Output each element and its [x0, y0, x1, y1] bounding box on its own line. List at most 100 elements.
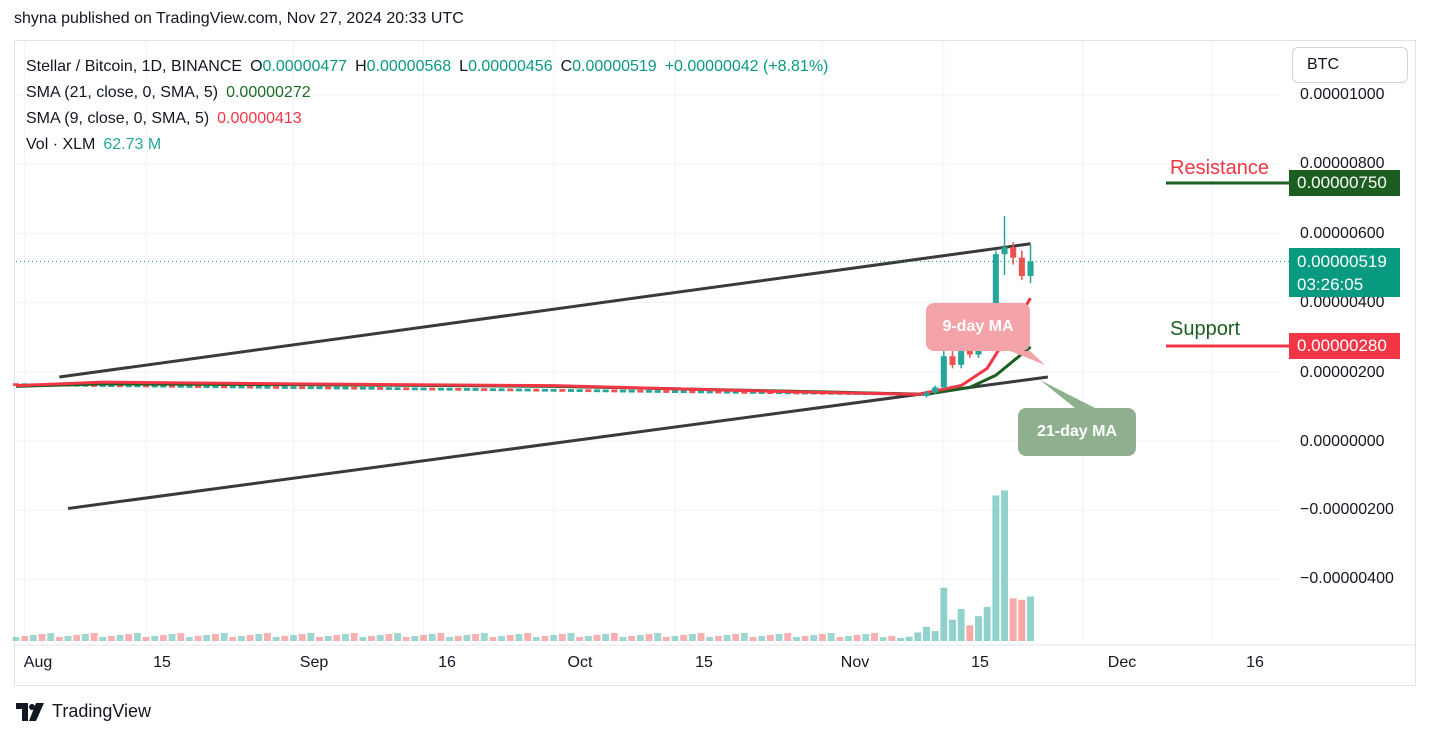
candle-body [654, 390, 661, 393]
volume-bar [931, 631, 939, 641]
candle-body [299, 386, 306, 390]
candle-body [281, 386, 288, 389]
channel-line [67, 375, 1049, 510]
ma9-callout: 9-day MA [926, 303, 1030, 351]
candle-body [273, 385, 280, 389]
tradingview-brand[interactable]: TradingView [16, 701, 151, 722]
volume-bar [472, 634, 480, 641]
candle-body [697, 390, 705, 394]
volume-bar [636, 635, 644, 641]
time-tick: Aug [23, 654, 53, 671]
volume-bar [454, 636, 462, 641]
volume-bar [740, 633, 748, 641]
candle-body [932, 387, 939, 393]
volume-bar [229, 637, 237, 641]
volume-bar [870, 633, 878, 641]
volume-bar [116, 635, 124, 641]
candle-body [1027, 261, 1034, 276]
volume-bar [810, 635, 818, 641]
volume-bar [688, 634, 696, 641]
volume-bar [376, 635, 384, 641]
volume-bar [896, 638, 904, 641]
candle-body [628, 389, 635, 393]
volume-bar [671, 636, 679, 641]
candle-body [533, 388, 540, 392]
candle-body [715, 390, 722, 394]
low-value: 0.00000456 [468, 58, 553, 75]
volume-bar [194, 636, 202, 641]
sma21-line [15, 345, 1032, 396]
volume-bar [142, 637, 150, 641]
candle-body [585, 389, 592, 393]
volume-bar [290, 635, 297, 641]
volume-bar [957, 609, 965, 641]
volume-bar [862, 634, 870, 641]
volume-bar [853, 635, 861, 641]
legend-volume-row[interactable]: Vol · XLM 62.73 M [26, 132, 828, 158]
volume-bar [316, 637, 323, 641]
volume-bar [437, 633, 445, 641]
published-by-text: shyna published on TradingView.com, Nov … [14, 10, 464, 27]
volume-bar [1001, 490, 1008, 641]
volume-bar [411, 636, 419, 641]
candle-body [221, 385, 228, 389]
legend-sma9-row[interactable]: SMA (9, close, 0, SMA, 5) 0.00000413 [26, 106, 828, 132]
volume-bar [307, 633, 315, 641]
volume-bar [1018, 599, 1026, 641]
candle-body [229, 385, 236, 389]
volume-bar [610, 633, 618, 641]
time-tick: Dec [1107, 654, 1137, 671]
volume-bar [888, 636, 896, 641]
time-tick: Oct [567, 654, 593, 671]
volume-bar [879, 637, 887, 641]
volume-bar [515, 634, 523, 641]
last-price-tag: 0.00000519 03:26:05 [1289, 248, 1400, 297]
chart-frame[interactable] [14, 40, 1416, 686]
volume-bar [90, 633, 98, 641]
volume-bar [524, 633, 532, 641]
ma21-callout: 21-day MA [1018, 408, 1136, 456]
volume-bar [359, 637, 367, 641]
volume-bar [792, 637, 800, 641]
candle-body [1001, 247, 1008, 255]
volume-bar [342, 634, 349, 641]
candle-body [966, 351, 973, 355]
brand-name: TradingView [52, 701, 152, 721]
volume-bar [576, 637, 584, 641]
volume-bar [211, 634, 219, 641]
candle-body [706, 390, 713, 394]
candle-body [567, 389, 574, 392]
candle-body [637, 389, 644, 393]
candle-body [316, 386, 323, 390]
volume-bar [281, 636, 289, 641]
currency-selector[interactable]: BTC [1292, 47, 1408, 83]
volume-bar [940, 587, 948, 641]
low-label: L [459, 58, 469, 75]
time-tick: 15 [695, 654, 713, 671]
candle-body [307, 386, 314, 390]
ma21-callout-pointer [1040, 380, 1095, 408]
candle-body [342, 386, 349, 390]
candle-body [689, 390, 696, 394]
candle-body [160, 384, 167, 388]
volume-bar [151, 636, 159, 641]
candle-body [403, 387, 410, 391]
symbol-title[interactable]: Stellar / Bitcoin, 1D, BINANCE [26, 58, 243, 75]
candle-body [541, 388, 548, 392]
volume-bar [732, 634, 740, 641]
legend-sma21-row[interactable]: SMA (21, close, 0, SMA, 5) 0.00000272 [26, 80, 828, 106]
volume-bar [628, 636, 636, 641]
volume-bar [975, 616, 982, 641]
volume-bar [818, 634, 826, 641]
candle-body [437, 387, 444, 391]
volume-bar [159, 635, 167, 641]
candle-body [758, 391, 765, 394]
volume-bar [220, 633, 228, 641]
volume-bar [324, 636, 332, 641]
volume-bar [541, 636, 549, 641]
volume-bar [394, 633, 402, 641]
volume-bar [558, 634, 566, 641]
candle-body [195, 385, 202, 388]
price-tick: 0.00000400 [1300, 294, 1385, 311]
